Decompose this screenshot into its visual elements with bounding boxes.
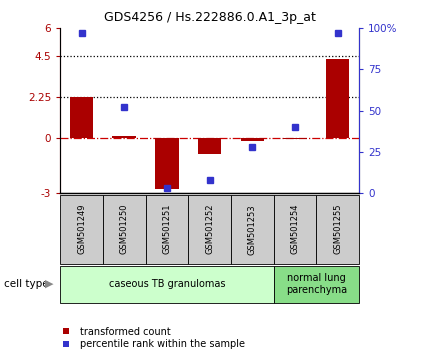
Text: GSM501250: GSM501250	[120, 204, 129, 255]
Text: normal lung
parenchyma: normal lung parenchyma	[286, 273, 347, 295]
Text: ▶: ▶	[45, 279, 54, 289]
Bar	[283, 138, 307, 139]
Bar	[60, 266, 273, 303]
Bar	[273, 266, 359, 303]
Text: cell type: cell type	[4, 279, 49, 289]
Text: GSM501255: GSM501255	[333, 204, 342, 255]
Text: GSM501252: GSM501252	[205, 204, 214, 255]
Bar	[188, 195, 231, 264]
Bar	[155, 138, 179, 189]
Bar	[316, 195, 359, 264]
Text: GSM501249: GSM501249	[77, 204, 86, 255]
Bar	[273, 195, 316, 264]
Bar	[60, 195, 103, 264]
Bar	[198, 138, 221, 154]
Bar	[70, 97, 93, 138]
Text: GSM501251: GSM501251	[163, 204, 172, 255]
Bar	[240, 138, 264, 141]
Text: caseous TB granulomas: caseous TB granulomas	[109, 279, 225, 289]
Bar	[326, 59, 350, 138]
Bar	[113, 136, 136, 138]
Bar	[103, 195, 146, 264]
Title: GDS4256 / Hs.222886.0.A1_3p_at: GDS4256 / Hs.222886.0.A1_3p_at	[104, 11, 316, 24]
Text: GSM501253: GSM501253	[248, 204, 257, 255]
Bar	[231, 195, 273, 264]
Text: GSM501254: GSM501254	[291, 204, 300, 255]
Bar	[146, 195, 188, 264]
Legend: transformed count, percentile rank within the sample: transformed count, percentile rank withi…	[56, 327, 245, 349]
